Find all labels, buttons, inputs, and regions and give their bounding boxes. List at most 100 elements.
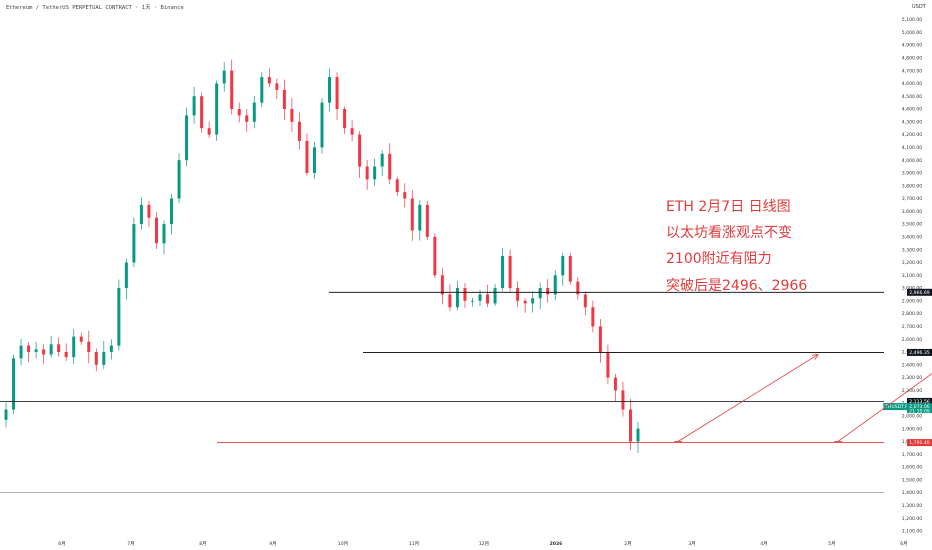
candle-body xyxy=(72,336,76,358)
candle-body xyxy=(267,77,271,84)
y-tick-label: 1,400.00 xyxy=(902,490,923,496)
candle-body xyxy=(207,128,211,135)
x-tick-label: 11月 xyxy=(409,541,419,547)
level-tag-label: 2,496.35 xyxy=(909,350,930,356)
candle-body xyxy=(343,109,347,129)
y-tick-label: 2,000.00 xyxy=(902,414,923,420)
y-tick-label: 1,700.00 xyxy=(902,452,923,458)
candle-body xyxy=(501,256,505,289)
y-tick-label: 5,000.00 xyxy=(902,30,923,36)
candle-body xyxy=(425,204,429,237)
y-tick-label: 1,900.00 xyxy=(902,426,923,432)
candle-body xyxy=(350,128,354,135)
candle-body xyxy=(170,198,174,225)
candle-body xyxy=(410,198,414,231)
y-tick-label: 3,600.00 xyxy=(902,209,923,215)
y-tick-label: 1,300.00 xyxy=(902,503,923,509)
candle-body xyxy=(493,288,497,304)
x-tick-label: 8月 xyxy=(199,541,207,547)
candle-body xyxy=(215,83,219,135)
candle-body xyxy=(320,102,324,148)
y-tick-label: 3,000.00 xyxy=(902,286,923,292)
candle-body xyxy=(328,77,332,103)
candle-body xyxy=(237,109,241,116)
y-tick-label: 5,100.00 xyxy=(902,17,923,23)
y-tick-label: 4,900.00 xyxy=(902,43,923,49)
candle-body xyxy=(606,351,610,378)
candle-body xyxy=(395,179,399,193)
x-tick-label: 6月 xyxy=(58,541,66,547)
y-tick-label: 4,400.00 xyxy=(902,107,923,113)
candle-body xyxy=(192,96,196,116)
candle-body xyxy=(403,192,407,199)
y-tick-label: 3,200.00 xyxy=(902,260,923,266)
x-tick-label: 5月 xyxy=(828,541,836,547)
level-tag-label: 2,966.69 xyxy=(909,290,930,296)
candle-body xyxy=(478,294,482,301)
candle-body xyxy=(538,288,542,299)
candle-body xyxy=(245,115,249,122)
y-tick-label: 2,700.00 xyxy=(902,324,923,330)
candle-body xyxy=(546,288,550,295)
price-tag-label: 2,073.06 xyxy=(909,404,930,410)
candle-body xyxy=(79,336,83,342)
candle-body xyxy=(19,345,23,359)
candle-body xyxy=(297,121,301,141)
candle-body xyxy=(553,275,557,295)
candle-body xyxy=(312,147,316,173)
candle-body xyxy=(87,341,91,352)
candle-body xyxy=(109,345,113,352)
y-tick-label: 3,400.00 xyxy=(902,234,923,240)
projection-arrowhead xyxy=(811,354,819,360)
candle-body xyxy=(508,256,512,289)
price-tag xyxy=(907,403,932,414)
y-tick-label: 3,900.00 xyxy=(902,171,923,177)
y-tick-label: 1,100.00 xyxy=(902,529,923,535)
candle-body xyxy=(448,294,452,308)
level-tag xyxy=(907,348,932,356)
candle-body xyxy=(132,224,136,263)
y-tick-label: 4,500.00 xyxy=(902,94,923,100)
level-tag xyxy=(907,288,932,296)
level-tag-label: 2,113.56 xyxy=(909,399,930,405)
x-tick-label: 3月 xyxy=(688,541,696,547)
y-tick-label: 3,700.00 xyxy=(902,196,923,202)
y-tick-label: 3,500.00 xyxy=(902,222,923,228)
annotation-line-1: 以太坊看涨观点不变 xyxy=(666,225,792,241)
x-tick-label: 2026 xyxy=(550,541,563,547)
candle-body xyxy=(57,344,61,352)
currency-label: USDT xyxy=(912,4,926,10)
candle-body xyxy=(365,166,369,180)
candle-body xyxy=(139,204,143,225)
candle-body xyxy=(117,288,121,346)
x-tick-label: 6月 xyxy=(900,541,908,547)
y-tick-label: 1,500.00 xyxy=(902,477,923,483)
y-tick-label: 4,100.00 xyxy=(902,145,923,151)
y-tick-label: 4,200.00 xyxy=(902,132,923,138)
y-tick-label: 2,200.00 xyxy=(902,388,923,394)
candle-body xyxy=(358,134,362,167)
candle-body xyxy=(64,351,68,358)
y-tick-label: 4,000.00 xyxy=(902,158,923,164)
candle-body xyxy=(154,217,158,244)
candle-body xyxy=(305,140,309,173)
y-tick-label: 3,100.00 xyxy=(902,273,923,279)
candle-body xyxy=(388,153,392,180)
candle-body xyxy=(568,256,572,282)
candle-body xyxy=(102,351,106,365)
candle-body xyxy=(523,300,527,304)
candle-body xyxy=(636,428,640,442)
symbol-tag xyxy=(883,403,907,411)
candle-body xyxy=(380,153,384,167)
candle-body xyxy=(373,166,377,180)
candle-body xyxy=(42,349,46,355)
candle-body xyxy=(418,204,422,231)
timer-label: 21:10:09 xyxy=(909,408,930,414)
candle-body xyxy=(200,96,204,129)
projection-arrow xyxy=(837,373,932,442)
candle-body xyxy=(252,102,256,122)
candle-body xyxy=(583,294,587,308)
candle-body xyxy=(621,390,625,410)
level-tag xyxy=(907,397,932,405)
